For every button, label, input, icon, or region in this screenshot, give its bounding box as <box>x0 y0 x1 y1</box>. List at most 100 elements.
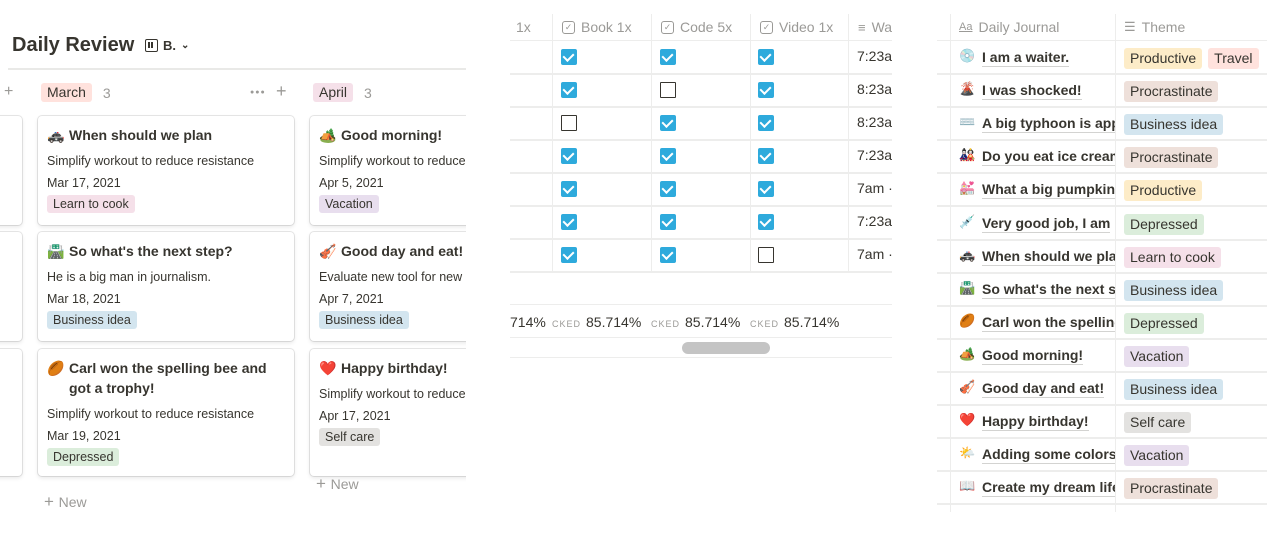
checkbox-video[interactable] <box>758 247 774 263</box>
calculation-cell[interactable]: 714% <box>510 314 546 330</box>
checkbox-code[interactable] <box>660 181 676 197</box>
horizontal-scrollbar[interactable] <box>682 342 770 354</box>
checkbox-book[interactable] <box>561 247 577 263</box>
board-card[interactable]: 🎻 Good day and eat! Evaluate new tool for … <box>310 232 466 341</box>
journal-row-title[interactable]: 💒 What a big pumpkin <box>959 180 1115 200</box>
plus-icon: + <box>44 492 59 511</box>
column-header[interactable]: 1x <box>516 14 531 40</box>
calculation-cell[interactable]: CKED 85.714% <box>552 314 641 330</box>
wake-time-cell[interactable]: 7:23a <box>857 147 892 163</box>
journal-row-title[interactable]: 🏉 Carl won the spelling bee <box>959 313 1115 332</box>
page-title-link: When should we plan <box>982 247 1115 266</box>
page-emoji-icon: ❤️ <box>959 412 976 428</box>
card-clipped[interactable] <box>0 349 22 476</box>
checkbox-video[interactable] <box>758 115 774 131</box>
checkbox-code[interactable] <box>660 82 676 98</box>
board-card[interactable]: 🚓 When should we plan Simplify workout to … <box>38 116 294 225</box>
card-clipped[interactable] <box>0 232 22 341</box>
journal-row-title[interactable]: 🏕️ Good morning! <box>959 346 1115 365</box>
calculation-cell[interactable]: CKED 85.714% <box>651 314 740 330</box>
theme-cell[interactable]: Self care <box>1124 412 1192 434</box>
theme-cell[interactable]: Procrastinate <box>1124 478 1219 500</box>
board-card[interactable]: 🛣️ So what's the next step? He is a big ma… <box>38 232 294 341</box>
checkbox-video[interactable] <box>758 214 774 230</box>
checkbox-book[interactable] <box>561 115 577 131</box>
journal-row-title[interactable]: 🎻 Good day and eat! <box>959 379 1115 398</box>
theme-tag: Productive <box>1124 48 1203 69</box>
journal-row-title[interactable]: ❤️ Happy birthday! <box>959 412 1115 432</box>
journal-row-title[interactable]: 💉 Very good job, I am <box>959 214 1115 233</box>
wake-time-cell[interactable]: 7:23a <box>857 213 892 229</box>
journal-row-title[interactable]: 🛣️ So what's the next step? <box>959 280 1115 299</box>
board-card[interactable]: ❤️ Happy birthday! Simplify workout to red… <box>310 349 466 476</box>
theme-cell[interactable]: Vacation <box>1124 445 1190 467</box>
theme-cell[interactable]: Business idea <box>1124 279 1224 301</box>
page-title-link: Create my dream life <box>982 478 1115 498</box>
checkbox-code[interactable] <box>660 148 676 164</box>
checkbox-code[interactable] <box>660 214 676 230</box>
group-label-march[interactable]: March <box>41 83 92 102</box>
journal-row-title[interactable]: 🌤️ Adding some colors <box>959 445 1115 465</box>
checkbox-book[interactable] <box>561 214 577 230</box>
group-label-april[interactable]: April <box>313 83 354 102</box>
view-label: B. <box>163 38 176 53</box>
journal-row-title[interactable]: 🎎 Do you eat ice cream <box>959 147 1115 167</box>
checkbox-video[interactable] <box>758 49 774 65</box>
theme-cell[interactable]: Procrastinate <box>1124 147 1219 169</box>
journal-row-title[interactable]: ⌨️ A big typhoon is approaching <box>959 114 1115 134</box>
checkbox-book[interactable] <box>561 49 577 65</box>
theme-cell[interactable]: Business idea <box>1124 114 1224 136</box>
card-date: Apr 17, 2021 <box>319 409 391 423</box>
theme-cell[interactable]: Depressed <box>1124 312 1204 334</box>
wake-time-cell[interactable]: 7:23a <box>857 48 892 64</box>
column-divider <box>750 14 751 272</box>
checkbox-code[interactable] <box>660 49 676 65</box>
more-icon[interactable]: ●●● <box>250 89 266 96</box>
wake-time-cell[interactable]: 8:23a <box>857 81 892 97</box>
calculation-cell[interactable]: CKED 85.714% <box>750 314 839 330</box>
column-divider <box>1115 14 1116 512</box>
column-header[interactable]: ✓ Code 5x <box>661 14 732 40</box>
wake-time-cell[interactable]: 8:23a <box>857 114 892 130</box>
theme-cell[interactable]: Procrastinate <box>1124 81 1219 103</box>
card-tag: Business idea <box>47 311 137 329</box>
column-header-theme[interactable]: ☰ Theme <box>1124 14 1185 40</box>
checkbox-book[interactable] <box>561 82 577 98</box>
journal-row-title[interactable]: 🌋 I was shocked! <box>959 81 1115 101</box>
add-card-icon[interactable]: + <box>276 81 287 101</box>
theme-cell[interactable]: Learn to cook <box>1124 246 1221 268</box>
checkbox-book[interactable] <box>561 181 577 197</box>
checkbox-video[interactable] <box>758 181 774 197</box>
theme-cell[interactable]: Depressed <box>1124 213 1204 235</box>
calc-label: CKED <box>750 319 780 329</box>
card-description: Simplify workout to reduce resistance <box>319 154 466 168</box>
wake-time-cell[interactable]: 7am · <box>857 246 892 262</box>
checkbox-code[interactable] <box>660 115 676 131</box>
theme-cell[interactable]: Productive <box>1124 180 1203 202</box>
column-header-daily-journal[interactable]: Aa Daily Journal <box>959 14 1059 40</box>
theme-cell[interactable]: Business idea <box>1124 379 1224 400</box>
column-header[interactable]: ≡ Wa <box>858 14 892 40</box>
row-divider <box>510 172 892 174</box>
column-header-label: 1x <box>516 19 531 35</box>
board-card[interactable]: 🏕️ Good morning! Simplify workout to reduc… <box>310 116 466 225</box>
journal-row-title[interactable]: 📖 Create my dream life <box>959 478 1115 498</box>
checkbox-code[interactable] <box>660 247 676 263</box>
board-card[interactable]: 🏉 Carl won the spelling bee and got a tro… <box>38 349 294 476</box>
theme-tag: Vacation <box>1124 445 1190 467</box>
new-card-button[interactable]: + New <box>44 492 87 512</box>
column-header[interactable]: ✓ Video 1x <box>760 14 833 40</box>
checkbox-video[interactable] <box>758 82 774 98</box>
checkbox-book[interactable] <box>561 148 577 164</box>
new-card-button[interactable]: + New <box>316 474 359 494</box>
checkbox-video[interactable] <box>758 148 774 164</box>
add-group-icon[interactable]: + <box>4 83 14 100</box>
journal-row-title[interactable]: 💿 I am a waiter. <box>959 48 1115 67</box>
theme-cell[interactable]: Vacation <box>1124 345 1190 367</box>
column-header[interactable]: ✓ Book 1x <box>562 14 632 40</box>
view-switcher[interactable]: B. ⌄ <box>145 38 189 53</box>
wake-time-cell[interactable]: 7am · <box>857 180 892 196</box>
journal-row-title[interactable]: 🚓 When should we plan <box>959 247 1115 266</box>
card-clipped[interactable] <box>0 116 22 225</box>
theme-cell[interactable]: Productive Travel <box>1124 48 1259 69</box>
